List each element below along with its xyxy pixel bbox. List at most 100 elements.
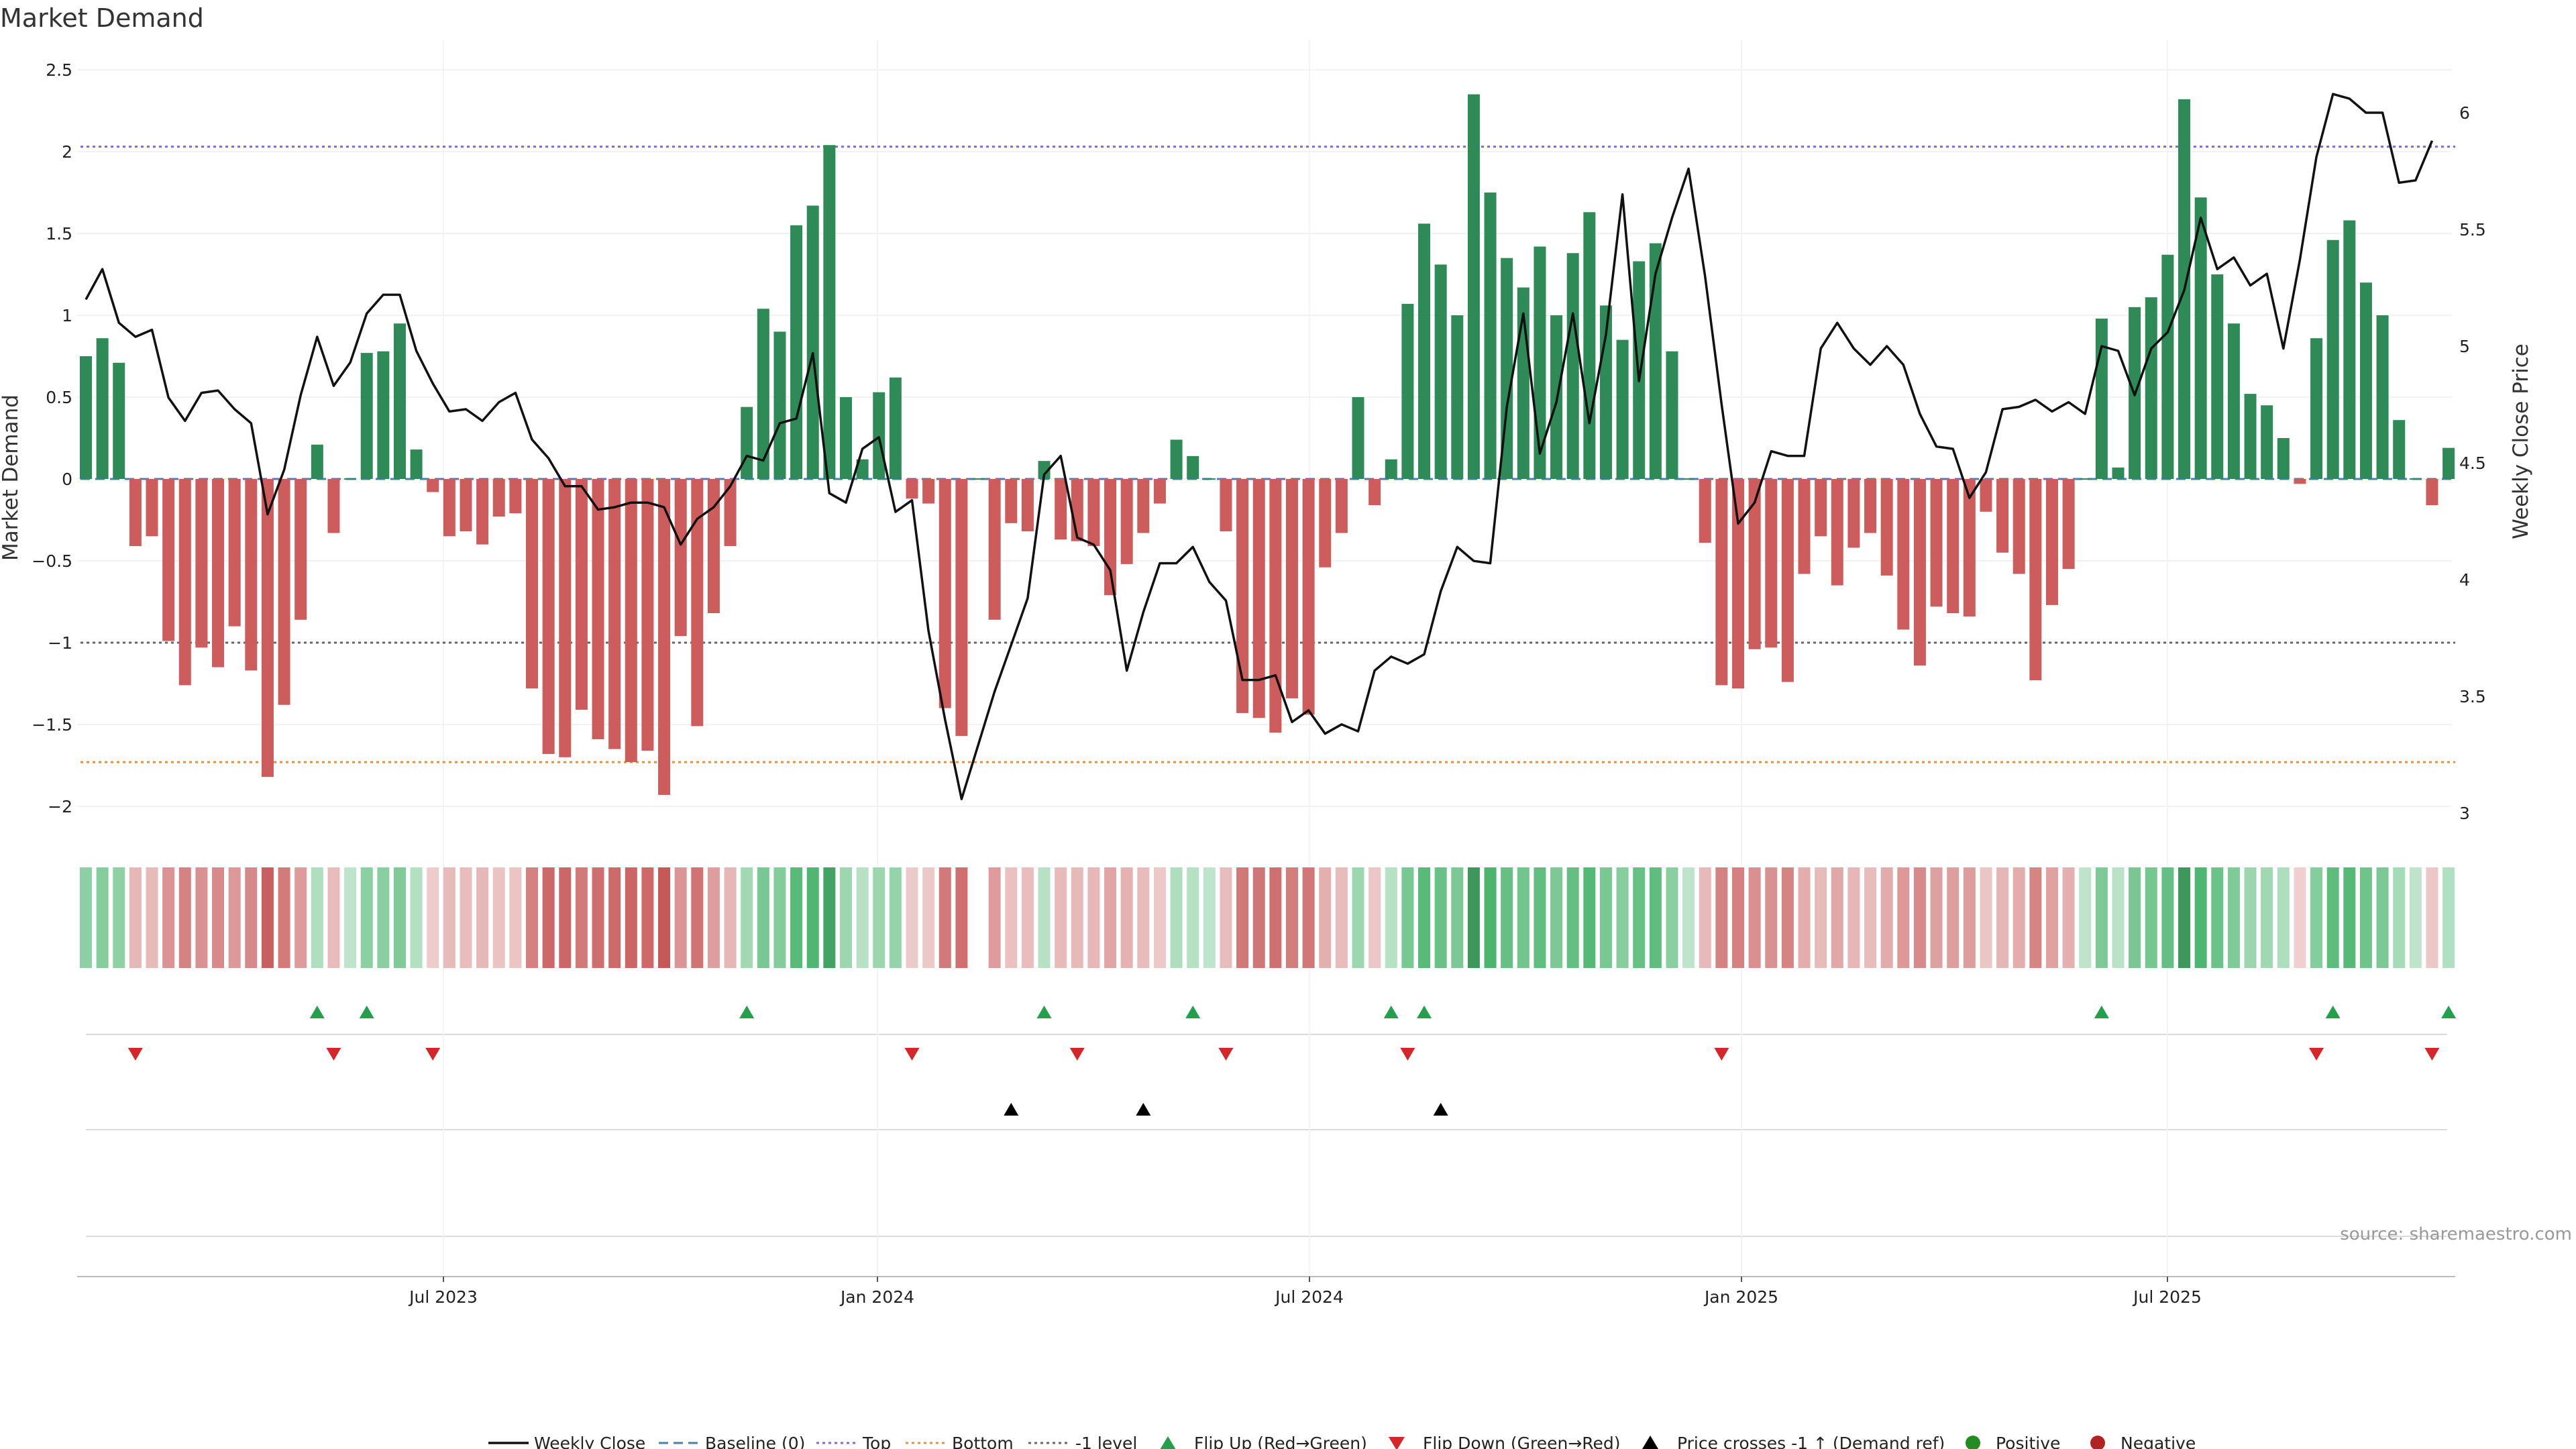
heat-cell bbox=[2194, 867, 2207, 968]
demand-bar bbox=[1566, 253, 1579, 479]
heat-cell bbox=[2343, 867, 2356, 968]
demand-bar bbox=[1252, 479, 1265, 718]
heat-cell bbox=[1335, 867, 1348, 968]
demand-bar bbox=[889, 377, 902, 479]
heat-cell bbox=[691, 867, 704, 968]
flip-up-marker bbox=[1383, 1006, 1399, 1018]
heat-cell bbox=[1120, 867, 1133, 968]
demand-bar bbox=[1368, 479, 1381, 506]
demand-bar bbox=[460, 479, 472, 532]
demand-bar bbox=[1996, 479, 2009, 553]
demand-bar bbox=[360, 353, 373, 479]
heat-cell bbox=[1963, 867, 1976, 968]
heat-cell bbox=[2062, 867, 2075, 968]
demand-bar bbox=[1170, 439, 1183, 479]
heat-cell bbox=[1666, 867, 1678, 968]
demand-bar bbox=[311, 444, 323, 479]
flip-up-marker bbox=[739, 1006, 755, 1018]
heat-cell bbox=[1501, 867, 1513, 968]
heat-cell bbox=[2029, 867, 2042, 968]
demand-bar bbox=[278, 479, 290, 705]
demand-bar bbox=[1087, 479, 1100, 547]
demand-bar bbox=[1467, 94, 1480, 480]
demand-bar bbox=[1302, 479, 1315, 715]
heat-cell bbox=[1599, 867, 1612, 968]
heat-cell bbox=[1285, 867, 1298, 968]
demand-bar bbox=[1715, 479, 1728, 686]
heat-cell bbox=[955, 867, 968, 968]
heat-cell bbox=[1930, 867, 1943, 968]
heat-cell bbox=[542, 867, 555, 968]
demand-bar bbox=[2277, 438, 2290, 479]
heat-cell bbox=[1484, 867, 1497, 968]
event-markers bbox=[127, 1006, 2457, 1116]
heat-cell bbox=[1699, 867, 1711, 968]
heat-cell bbox=[2178, 867, 2191, 968]
demand-bar bbox=[1682, 478, 1695, 480]
demand-bar bbox=[2045, 479, 2058, 605]
heat-cell bbox=[195, 867, 208, 968]
demand-bar bbox=[1352, 397, 1364, 479]
flip-down-marker bbox=[2309, 1048, 2324, 1061]
demand-bar bbox=[443, 479, 455, 537]
legend-weekly-close: Weekly Close bbox=[534, 1434, 645, 1449]
heat-cell bbox=[608, 867, 621, 968]
heat-cell bbox=[2227, 867, 2240, 968]
heat-cell bbox=[1864, 867, 1877, 968]
heat-cell bbox=[1913, 867, 1926, 968]
legend-bottom: Bottom bbox=[952, 1434, 1014, 1449]
y2-tick-label: 6 bbox=[2459, 103, 2470, 123]
heat-cell bbox=[1715, 867, 1728, 968]
heat-cell bbox=[641, 867, 654, 968]
heat-cell bbox=[1302, 867, 1315, 968]
heat-cell bbox=[1071, 867, 1083, 968]
heat-cell bbox=[1732, 867, 1744, 968]
heat-cell bbox=[1996, 867, 2009, 968]
heat-cell bbox=[2095, 867, 2108, 968]
demand-bar bbox=[641, 479, 654, 751]
demand-bar bbox=[327, 479, 340, 533]
heat-cell bbox=[1153, 867, 1166, 968]
heat-cell bbox=[1765, 867, 1778, 968]
demand-bar bbox=[691, 479, 704, 727]
heat-cell bbox=[757, 867, 769, 968]
heat-cell bbox=[839, 867, 852, 968]
heat-cell bbox=[1847, 867, 1860, 968]
demand-bar bbox=[839, 397, 852, 479]
heat-cell bbox=[129, 867, 142, 968]
demand-bar bbox=[2145, 297, 2157, 479]
heat-cell bbox=[856, 867, 869, 968]
y-tick-label: 2 bbox=[62, 142, 72, 162]
heat-cell bbox=[1682, 867, 1695, 968]
heat-cell bbox=[1434, 867, 1447, 968]
demand-bar bbox=[476, 479, 489, 545]
heat-cell bbox=[410, 867, 423, 968]
heat-cell bbox=[1583, 867, 1596, 968]
y-tick-label: −1.5 bbox=[32, 715, 72, 735]
flip-down-marker bbox=[326, 1048, 341, 1061]
demand-heat-strip bbox=[80, 867, 2455, 968]
demand-bar bbox=[2079, 478, 2092, 480]
demand-bar bbox=[1897, 479, 1910, 630]
heat-cell bbox=[2393, 867, 2406, 968]
heat-cell bbox=[526, 867, 539, 968]
y2-tick-label: 3.5 bbox=[2459, 687, 2486, 706]
demand-bar bbox=[1864, 479, 1877, 533]
legend-flip-down: Flip Down (Green→Red) bbox=[1423, 1434, 1621, 1449]
demand-bar bbox=[1187, 455, 1199, 479]
demand-bar bbox=[1021, 479, 1034, 532]
legend-flip-up-icon bbox=[1160, 1436, 1176, 1449]
flip-up-marker bbox=[2441, 1006, 2457, 1018]
demand-bar bbox=[773, 331, 786, 479]
demand-bar bbox=[2244, 394, 2257, 479]
heat-cell bbox=[1880, 867, 1893, 968]
demand-bar bbox=[410, 449, 423, 479]
heat-cell bbox=[1319, 867, 1332, 968]
reference-lines bbox=[80, 146, 2455, 763]
flip-up-marker bbox=[1185, 1006, 1201, 1018]
y2-tick-label: 4 bbox=[2459, 570, 2470, 590]
demand-bar bbox=[2029, 479, 2042, 681]
heat-cell bbox=[2310, 867, 2323, 968]
demand-bar bbox=[1335, 479, 1348, 533]
demand-bar bbox=[344, 478, 357, 480]
